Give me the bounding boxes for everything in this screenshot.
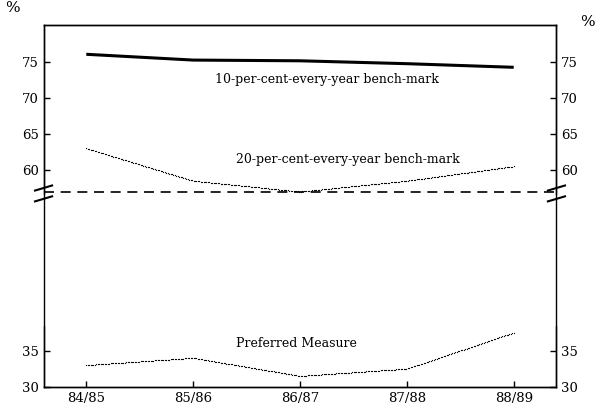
Bar bbox=[33, 195, 49, 325]
Bar bbox=[551, 195, 567, 325]
Y-axis label: %: % bbox=[580, 14, 595, 28]
Text: Preferred Measure: Preferred Measure bbox=[236, 337, 357, 350]
Text: 20-per-cent-every-year bench-mark: 20-per-cent-every-year bench-mark bbox=[236, 152, 460, 166]
Text: 10-per-cent-every-year bench-mark: 10-per-cent-every-year bench-mark bbox=[215, 73, 439, 86]
Y-axis label: %: % bbox=[5, 0, 20, 14]
